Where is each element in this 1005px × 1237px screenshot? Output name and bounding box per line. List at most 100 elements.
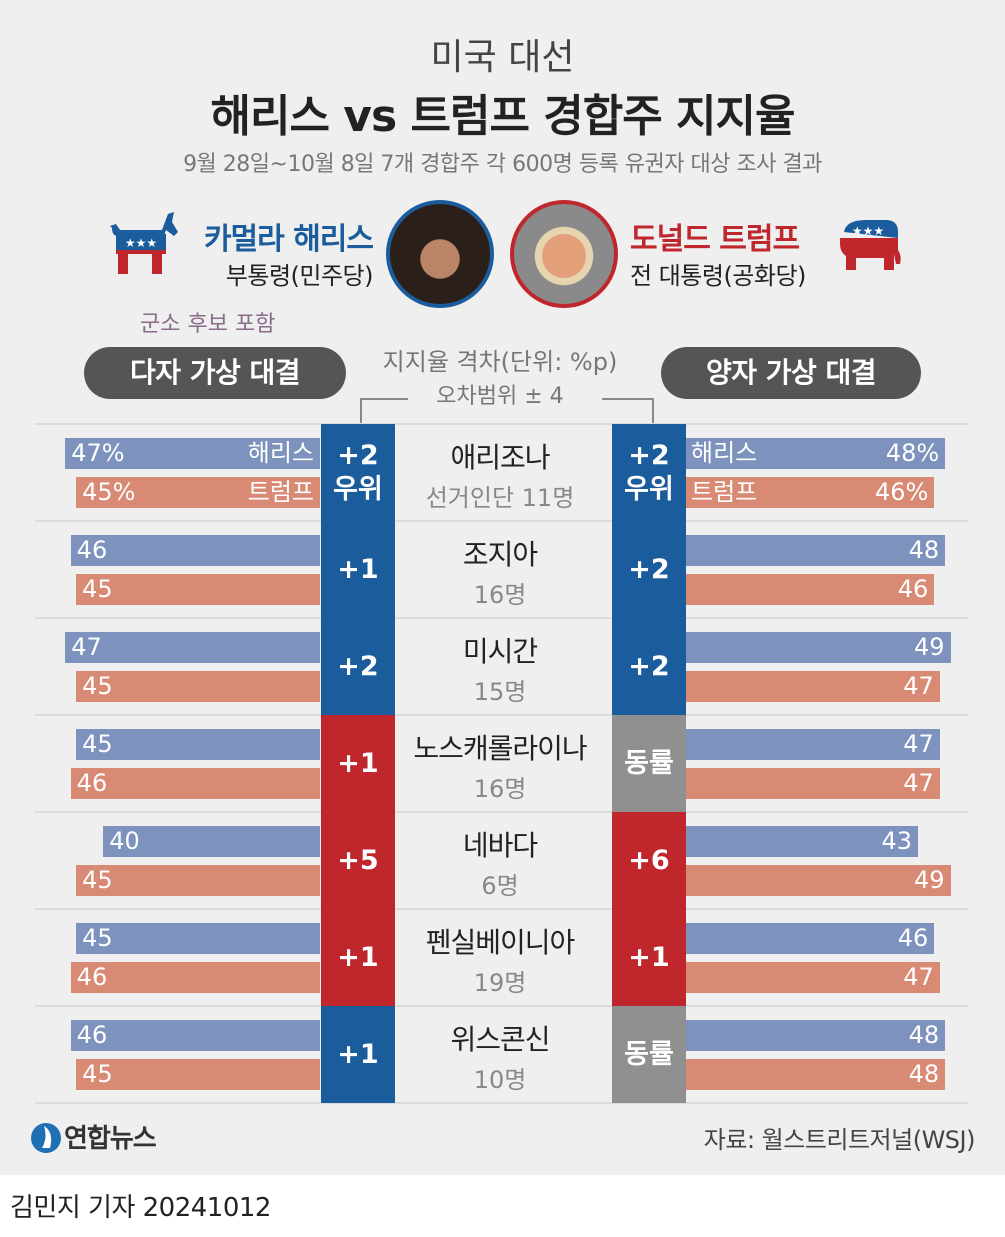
h2h-trump-bar: 47 bbox=[685, 671, 940, 702]
margin-label: 오차범위 ± 4 bbox=[436, 384, 564, 409]
yonhap-logo-icon bbox=[31, 1123, 61, 1153]
state-electoral-votes: 16명 bbox=[473, 775, 527, 803]
state-electoral-votes: 선거인단 11명 bbox=[425, 484, 575, 512]
h2h-gap-value: +2 bbox=[628, 650, 670, 682]
h2h-trump-bar: 46% 트럼프 bbox=[685, 477, 935, 508]
left-panel-pill: 다자 가상 대결 bbox=[84, 347, 346, 399]
multi-gap-box: +1 bbox=[321, 1006, 395, 1103]
h2h-trump-value: 46 bbox=[897, 575, 929, 603]
h2h-gap-box: +1 bbox=[612, 909, 686, 1006]
h2h-harris-value: 47 bbox=[903, 730, 934, 758]
multi-harris-value: 46 bbox=[76, 1021, 108, 1049]
multi-gap-value: +2 bbox=[337, 650, 379, 682]
multi-trump-label: 트럼프 bbox=[247, 478, 314, 506]
h2h-harris-value: 48 bbox=[908, 1021, 940, 1049]
elephant-icon: ★★★ bbox=[840, 220, 901, 270]
h2h-harris-bar: 47 bbox=[685, 729, 940, 760]
subtitle: 9월 28일~10월 8일 7개 경합주 각 600명 등록 유권자 대상 조사… bbox=[183, 152, 822, 177]
h2h-trump-value: 47 bbox=[903, 672, 934, 700]
h2h-gap-box: +6 bbox=[612, 812, 686, 909]
multi-harris-label: 해리스 bbox=[247, 439, 314, 467]
multi-gap-box: +2 우위 bbox=[321, 424, 395, 521]
multi-harris-value: 45 bbox=[82, 924, 113, 952]
state-electoral-votes: 6명 bbox=[481, 872, 519, 900]
multi-trump-bar: 46 bbox=[70, 962, 320, 993]
h2h-gap-sublabel: 우위 bbox=[624, 473, 674, 505]
trump-name: 도널드 트럼프 bbox=[630, 222, 800, 257]
h2h-harris-value: 46 bbox=[897, 924, 929, 952]
row-separator bbox=[35, 617, 968, 619]
h2h-gap-box: 동률 bbox=[612, 1006, 686, 1103]
row-separator bbox=[35, 520, 968, 522]
bracket-mask bbox=[408, 390, 602, 404]
multi-trump-bar: 45 bbox=[76, 574, 320, 605]
trump-role: 전 대통령(공화당) bbox=[630, 262, 806, 290]
multi-harris-bar: 46 bbox=[70, 535, 320, 566]
multi-gap-box: +1 bbox=[321, 909, 395, 1006]
multi-harris-value: 47 bbox=[71, 633, 102, 661]
row-separator bbox=[35, 1005, 968, 1007]
multi-gap-value: +1 bbox=[337, 1038, 379, 1070]
top-title: 미국 대선 bbox=[430, 37, 575, 78]
state-name: 미시간 bbox=[462, 635, 538, 668]
multi-harris-bar: 45 bbox=[76, 923, 320, 954]
h2h-trump-bar: 48 bbox=[685, 1059, 946, 1090]
svg-text:★★★: ★★★ bbox=[125, 236, 157, 250]
h2h-gap-value: +2 bbox=[628, 439, 670, 471]
multi-gap-value: +1 bbox=[337, 747, 379, 779]
h2h-harris-value: 48 bbox=[908, 536, 940, 564]
logo-text: 연합뉴스 bbox=[64, 1124, 157, 1154]
h2h-trump-bar: 46 bbox=[685, 574, 935, 605]
infographic-canvas: 미국 대선 해리스 vs 트럼프 경합주 지지율 9월 28일~10월 8일 7… bbox=[0, 0, 1005, 1175]
multi-gap-value: +5 bbox=[337, 844, 379, 876]
h2h-gap-value: +2 bbox=[628, 553, 670, 585]
h2h-gap-box: +2 bbox=[612, 618, 686, 715]
multi-gap-value: +1 bbox=[337, 553, 379, 585]
h2h-gap-value: 동률 bbox=[624, 1038, 674, 1070]
h2h-harris-label: 해리스 bbox=[691, 439, 758, 467]
h2h-harris-bar: 48% 해리스 bbox=[685, 438, 946, 469]
row-separator bbox=[35, 908, 968, 910]
state-name: 네바다 bbox=[462, 829, 538, 862]
state-name: 애리조나 bbox=[450, 441, 550, 474]
donkey-icon: ★★★ bbox=[110, 212, 178, 274]
multi-trump-bar: 46 bbox=[70, 768, 320, 799]
multi-trump-bar: 45 bbox=[76, 671, 320, 702]
multi-trump-value: 45 bbox=[82, 672, 113, 700]
h2h-trump-bar: 47 bbox=[685, 962, 940, 993]
state-name: 펜실베이니아 bbox=[425, 926, 576, 959]
multi-gap-box: +2 bbox=[321, 618, 395, 715]
h2h-harris-value: 49 bbox=[914, 633, 945, 661]
include-note: 군소 후보 포함 bbox=[140, 312, 276, 337]
multi-harris-value: 40 bbox=[109, 827, 140, 855]
h2h-gap-box: +2 bbox=[612, 521, 686, 618]
svg-text:★★★: ★★★ bbox=[852, 224, 884, 238]
multi-harris-bar: 45 bbox=[76, 729, 320, 760]
multi-trump-value: 46 bbox=[76, 769, 108, 797]
multi-harris-value: 47% bbox=[71, 439, 125, 467]
h2h-trump-value: 46% bbox=[874, 478, 929, 506]
h2h-harris-bar: 46 bbox=[685, 923, 935, 954]
row-separator bbox=[35, 811, 968, 813]
harris-photo bbox=[386, 200, 494, 308]
multi-trump-value: 46 bbox=[76, 963, 108, 991]
h2h-trump-value: 48 bbox=[908, 1060, 940, 1088]
multi-harris-bar: 46 bbox=[70, 1020, 320, 1051]
multi-gap-value: +2 bbox=[337, 439, 379, 471]
multi-trump-bar: 45 bbox=[76, 865, 320, 896]
h2h-harris-bar: 43 bbox=[685, 826, 919, 857]
multi-trump-value: 45 bbox=[82, 866, 113, 894]
trump-photo bbox=[510, 200, 618, 308]
state-electoral-votes: 10명 bbox=[473, 1066, 527, 1094]
h2h-harris-bar: 48 bbox=[685, 535, 946, 566]
state-electoral-votes: 16명 bbox=[473, 581, 527, 609]
h2h-trump-value: 49 bbox=[914, 866, 945, 894]
multi-trump-bar: 45 bbox=[76, 1059, 320, 1090]
gap-label: 지지율 격차(단위: %p) bbox=[382, 348, 618, 376]
h2h-trump-bar: 47 bbox=[685, 768, 940, 799]
state-name: 노스캐롤라이나 bbox=[413, 732, 587, 765]
h2h-gap-value: 동률 bbox=[624, 747, 674, 779]
h2h-trump-bar: 49 bbox=[685, 865, 951, 896]
state-name: 위스콘신 bbox=[450, 1023, 550, 1056]
h2h-harris-value: 43 bbox=[881, 827, 913, 855]
